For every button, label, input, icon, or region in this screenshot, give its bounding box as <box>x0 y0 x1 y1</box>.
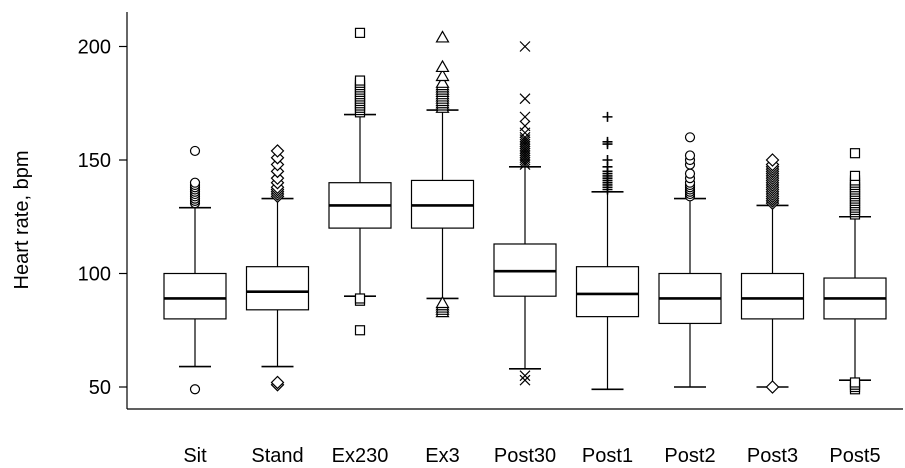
box-ex230 <box>328 27 392 336</box>
outlier-point <box>519 120 531 132</box>
outlier-point <box>602 136 613 147</box>
outlier-point <box>354 293 366 304</box>
category-label: Post5 <box>829 445 880 467</box>
outlier-point <box>435 68 450 82</box>
category-labels: Sit Stand Ex230 Ex3 Post30 Post1 Post2 Post3 Pos… <box>183 445 880 467</box>
box-post5 <box>823 148 887 395</box>
iqr-box <box>575 266 640 318</box>
outlier-point <box>354 27 366 38</box>
outlier-point <box>519 111 531 123</box>
iqr-box <box>245 266 310 311</box>
outlier-point <box>354 325 366 336</box>
outlier-point <box>189 177 201 188</box>
outlier-point <box>602 111 613 122</box>
category-label: Ex230 <box>332 445 389 467</box>
outlier-point <box>849 377 861 388</box>
y-tick-label: 200 <box>78 37 111 59</box>
outlier-point <box>519 93 531 105</box>
outlier-point <box>519 370 531 382</box>
outlier-point <box>270 375 285 390</box>
outlier-point <box>354 75 366 86</box>
y-tick-label: 150 <box>78 150 111 172</box>
outlier-point <box>435 75 450 88</box>
box-stand <box>245 144 310 392</box>
outlier-point <box>435 30 450 43</box>
outlier-point <box>189 384 201 395</box>
iqr-box <box>740 272 805 320</box>
category-label: Post3 <box>747 445 798 467</box>
outlier-point <box>435 59 450 73</box>
category-label: Sit <box>183 445 207 467</box>
category-label: Post30 <box>494 445 556 467</box>
y-ticks: 50 100 150 200 <box>78 37 127 399</box>
box-post1 <box>575 111 640 391</box>
outlier-point <box>684 168 696 179</box>
outlier-point <box>519 136 531 148</box>
outlier-point <box>519 41 531 52</box>
box-ex3 <box>410 30 475 318</box>
category-label: Ex3 <box>425 445 459 467</box>
y-axis-title: Heart rate, bpm <box>11 151 33 290</box>
y-tick-label: 50 <box>89 377 111 399</box>
outlier-point <box>270 144 285 158</box>
outlier-point <box>435 295 450 309</box>
category-label: Stand <box>251 445 303 467</box>
iqr-box <box>163 272 227 320</box>
box-post2 <box>658 132 722 388</box>
outlier-point <box>765 380 780 394</box>
outlier-point <box>684 132 696 143</box>
category-label: Post1 <box>582 445 633 467</box>
outlier-point <box>684 150 696 161</box>
box-post30 <box>493 41 557 386</box>
outlier-point <box>765 153 780 167</box>
axes: 50 100 150 200 <box>78 12 903 410</box>
box-post3 <box>740 153 805 394</box>
outlier-point <box>519 374 531 386</box>
y-tick-label: 100 <box>78 264 111 286</box>
outlier-point <box>849 148 861 159</box>
outlier-point <box>189 145 201 157</box>
boxes <box>163 27 887 395</box>
category-label: Post2 <box>664 445 715 467</box>
outlier-point <box>519 131 531 143</box>
outlier-point <box>849 170 861 181</box>
box-sit <box>163 145 227 395</box>
outlier-point <box>602 155 613 165</box>
